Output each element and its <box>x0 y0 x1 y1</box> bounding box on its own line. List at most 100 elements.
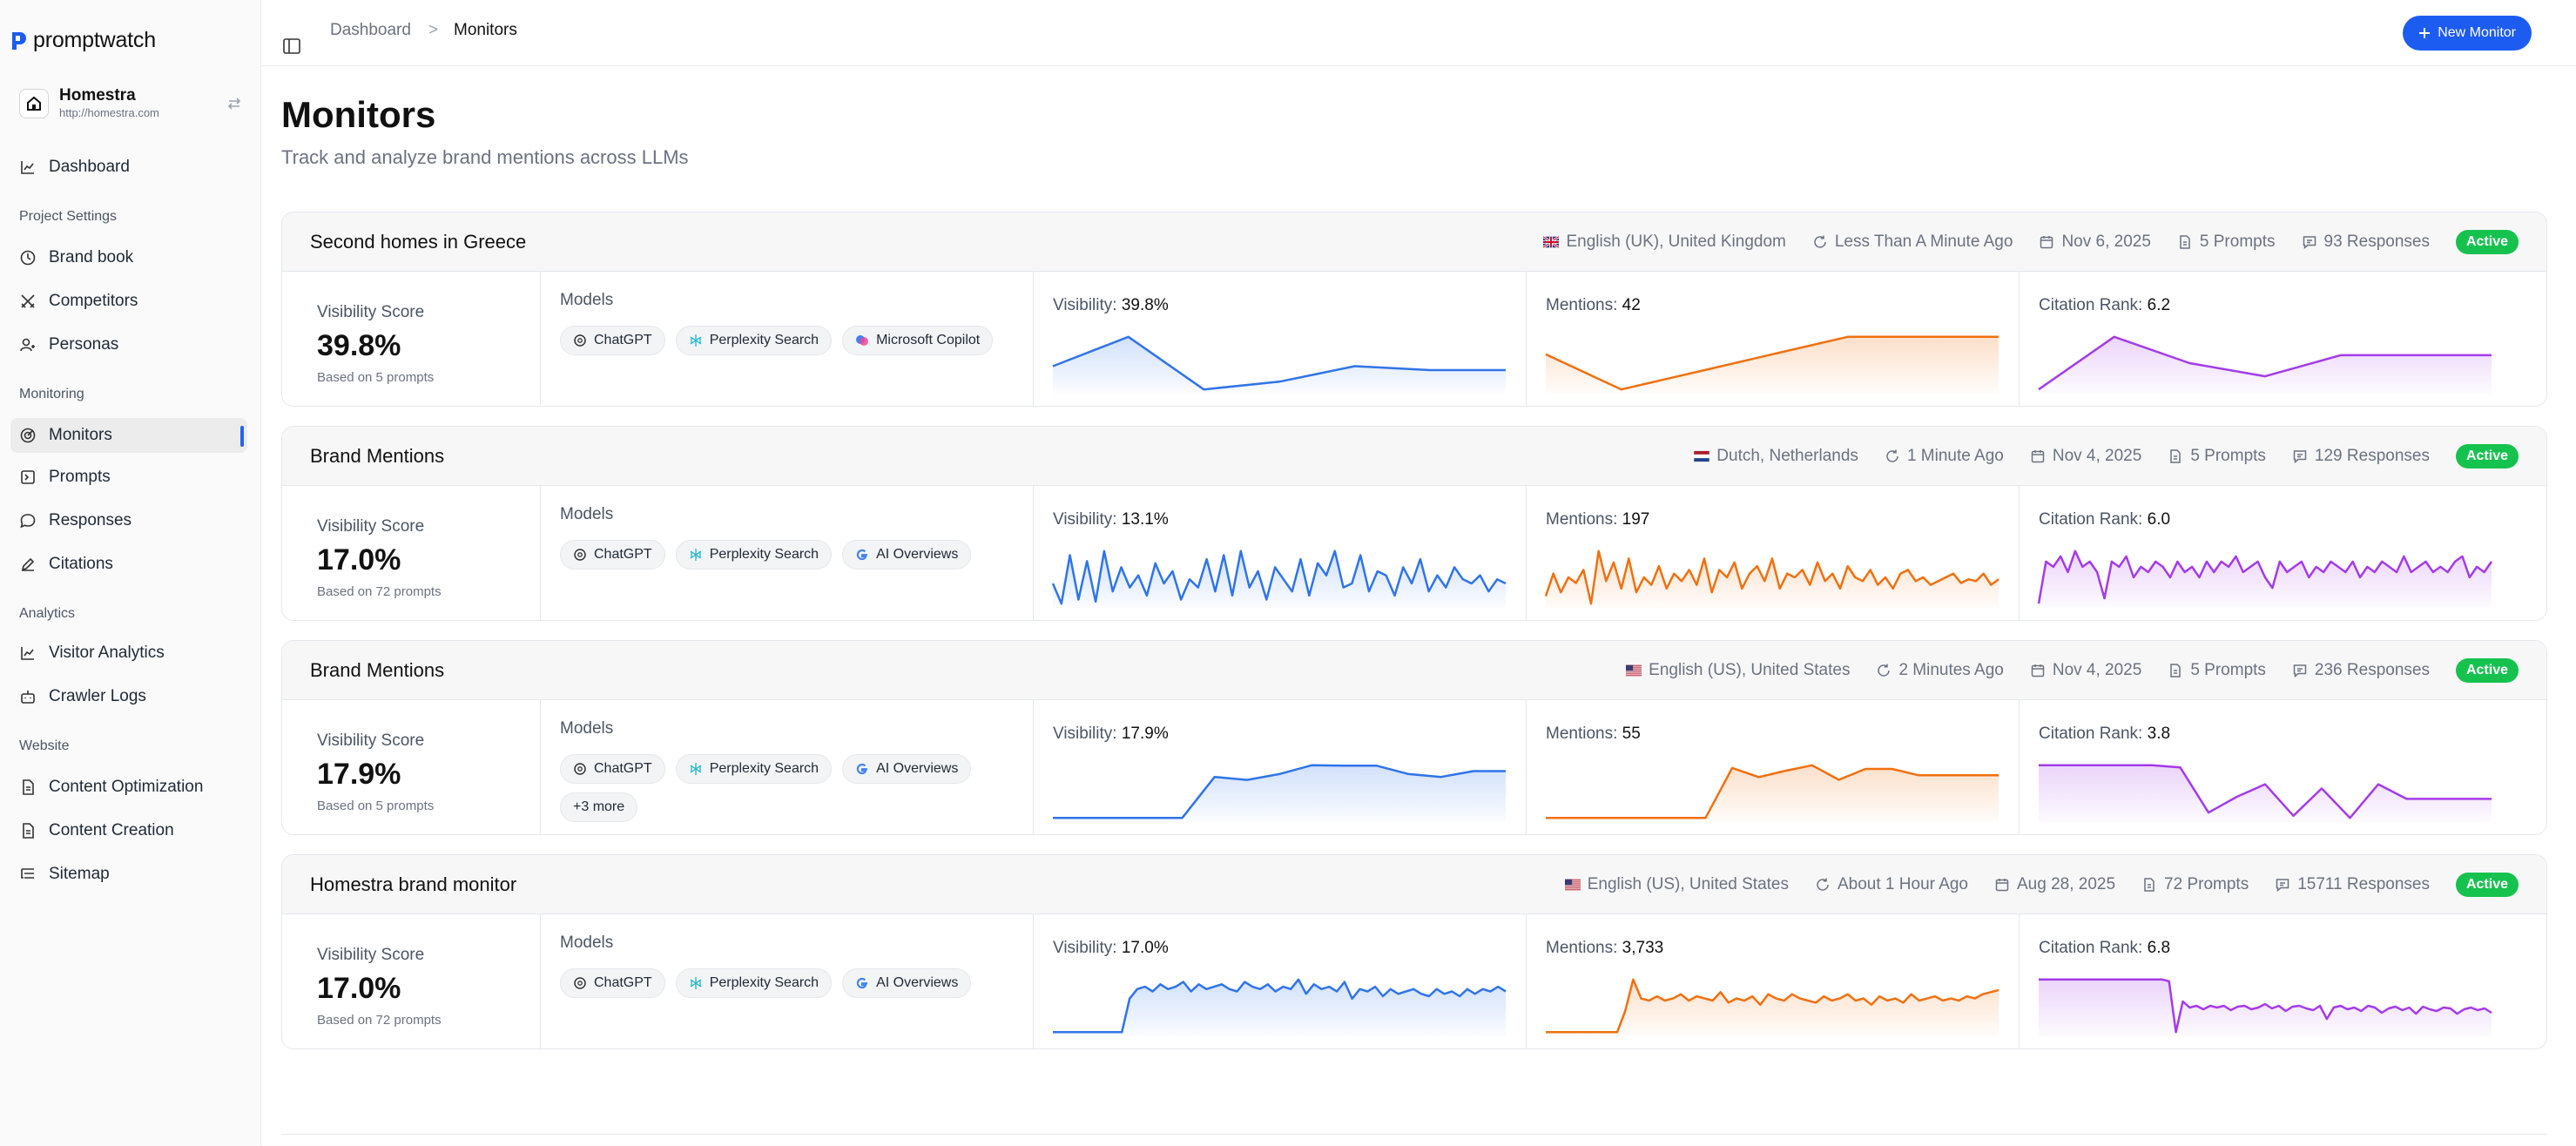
sidebar-item-competitors[interactable]: Competitors <box>10 284 247 319</box>
monitor-card-header: Brand Mentions Dutch, Netherlands 1 Minu… <box>282 427 2546 486</box>
breadcrumb-dashboard[interactable]: Dashboard <box>330 21 411 39</box>
models-label: Models <box>560 719 614 738</box>
mentions-label: Mentions: 42 <box>1546 296 1641 315</box>
monitor-title[interactable]: Brand Mentions <box>310 444 445 467</box>
model-chip: AI Overviews <box>842 754 972 784</box>
sidebar-item-citations[interactable]: Citations <box>10 547 247 582</box>
visibility-label-text: Visibility: <box>1053 939 1117 957</box>
model-chip: Microsoft Copilot <box>842 326 994 355</box>
last-updated: Less Than A Minute Ago <box>1812 233 2013 252</box>
sidebar-item-content-creation[interactable]: Content Creation <box>10 813 247 848</box>
visibility-score-panel: Visibility Score 17.9% Based on 5 prompt… <box>282 700 541 834</box>
breadcrumb-current: Monitors <box>454 21 517 39</box>
sidebar-item-label: Brand book <box>49 248 134 266</box>
citation-rank-label-text: Citation Rank: <box>2039 510 2143 529</box>
us-flag-icon <box>1626 664 1642 677</box>
models-label: Models <box>560 505 614 523</box>
sidebar-item-sitemap[interactable]: Sitemap <box>10 857 247 892</box>
visibility-area <box>1053 336 1506 394</box>
page-title: Monitors <box>281 94 436 135</box>
citation-rank-chart-panel: Citation Rank: 3.8 <box>2020 700 2546 834</box>
citation-rank-label: Citation Rank: 3.8 <box>2039 725 2170 744</box>
swords-icon <box>21 294 35 308</box>
model-name: AI Overviews <box>876 975 959 990</box>
visibility-value: 39.8% <box>1121 296 1169 314</box>
monitor-card[interactable]: Homestra brand monitor English (US), Uni… <box>281 854 2547 1049</box>
mentions-sparkline <box>1546 978 1999 1036</box>
workspace-url: http://homestra.com <box>59 106 159 119</box>
sidebar-toggle-icon[interactable] <box>282 37 301 56</box>
workspace-switcher[interactable]: Homestra http://homestra.com <box>9 77 254 131</box>
created-date: Nov 4, 2025 <box>2030 447 2141 466</box>
monitor-card-header: Homestra brand monitor English (US), Uni… <box>282 855 2546 914</box>
monitor-card[interactable]: Brand Mentions English (US), United Stat… <box>281 640 2547 835</box>
sidebar-item-brand-book[interactable]: Brand book <box>10 240 247 275</box>
sidebar-item-personas[interactable]: Personas <box>10 327 247 362</box>
chatgpt-icon <box>574 334 586 347</box>
citation-rank-label: Citation Rank: 6.8 <box>2039 939 2170 958</box>
based-on-text: Based on 72 prompts <box>317 1013 442 1028</box>
monitor-meta: English (UK), United Kingdom Less Than A… <box>1543 212 2519 272</box>
app-logo[interactable]: promptwatch <box>9 28 156 53</box>
response-count: 15711 Responses <box>2275 875 2430 894</box>
monitor-card[interactable]: Second homes in Greece English (UK), Uni… <box>281 212 2547 407</box>
prompt-count-text: 72 Prompts <box>2164 875 2249 893</box>
mentions-sparkline <box>1544 549 1999 608</box>
sidebar-item-label: Prompts <box>49 468 111 486</box>
file-icon <box>2144 878 2155 892</box>
monitor-card[interactable]: Brand Mentions Dutch, Netherlands 1 Minu… <box>281 426 2547 621</box>
sidebar-item-responses[interactable]: Responses <box>10 503 247 538</box>
citation-rank-value: 6.2 <box>2147 296 2171 314</box>
mentions-label: Mentions: 55 <box>1546 725 1641 744</box>
citation-rank-label-text: Citation Rank: <box>2039 939 2143 957</box>
model-chip: ChatGPT <box>560 540 665 570</box>
last-updated-text: 1 Minute Ago <box>1906 447 2004 465</box>
sidebar-item-crawler-logs[interactable]: Crawler Logs <box>10 679 247 714</box>
response-count: 93 Responses <box>2302 233 2430 252</box>
mentions-label-text: Mentions: <box>1546 939 1618 957</box>
created-date: Nov 6, 2025 <box>2039 233 2151 252</box>
sidebar-section-title: Project Settings <box>19 209 118 224</box>
mentions-area <box>1546 336 1999 394</box>
users-icon <box>20 338 35 352</box>
citation-rank-label: Citation Rank: 6.2 <box>2039 296 2170 315</box>
visibility-line <box>1053 978 1507 1034</box>
response-count-text: 93 Responses <box>2323 233 2430 251</box>
citation-rank-line <box>2039 764 2492 819</box>
response-count-text: 236 Responses <box>2314 661 2430 679</box>
sidebar-item-content-optimization[interactable]: Content Optimization <box>10 770 247 805</box>
netherlands-flag-icon <box>1694 450 1710 462</box>
monitor-title[interactable]: Brand Mentions <box>310 658 445 681</box>
monitor-title[interactable]: Second homes in Greece <box>310 230 527 253</box>
prompt-count: 5 Prompts <box>2168 447 2266 466</box>
mentions-area <box>1546 765 1999 822</box>
visibility-label: Visibility: 39.8% <box>1053 296 1169 315</box>
mentions-sparkline <box>1546 764 1999 822</box>
sidebar-item-dashboard[interactable]: Dashboard <box>10 150 247 185</box>
message-icon <box>20 514 36 529</box>
visibility-line <box>1052 335 1506 391</box>
visibility-sparkline <box>1052 335 1506 394</box>
citation-rank-line <box>2037 549 2493 604</box>
sidebar-item-prompts[interactable]: Prompts <box>10 460 247 495</box>
new-monitor-button[interactable]: New Monitor <box>2403 16 2532 51</box>
model-name: Perplexity Search <box>709 761 819 776</box>
sidebar-section-title: Website <box>19 738 70 753</box>
citation-rank-label-text: Citation Rank: <box>2039 296 2143 314</box>
status-badge: Active <box>2455 873 2519 897</box>
top-bar: Dashboard > Monitors New Monitor <box>261 0 2576 66</box>
google-icon <box>856 549 868 561</box>
mentions-value: 197 <box>1622 510 1650 529</box>
models-panel: Models ChatGPT Perplexity Search AI Overvi… <box>541 914 1034 1048</box>
more-models-chip[interactable]: +3 more <box>560 792 638 822</box>
sidebar-item-visitor-analytics[interactable]: Visitor Analytics <box>10 636 247 671</box>
model-chip: Perplexity Search <box>675 754 833 784</box>
visibility-area <box>1053 979 1506 1036</box>
mentions-line <box>1545 335 1999 391</box>
visibility-area <box>1053 550 1506 608</box>
last-updated-text: 2 Minutes Ago <box>1898 661 2004 679</box>
sidebar-item-monitors[interactable]: Monitors <box>10 418 247 453</box>
response-count-text: 15711 Responses <box>2297 875 2430 893</box>
monitor-title[interactable]: Homestra brand monitor <box>310 873 517 895</box>
switch-arrows-icon[interactable] <box>225 94 244 113</box>
